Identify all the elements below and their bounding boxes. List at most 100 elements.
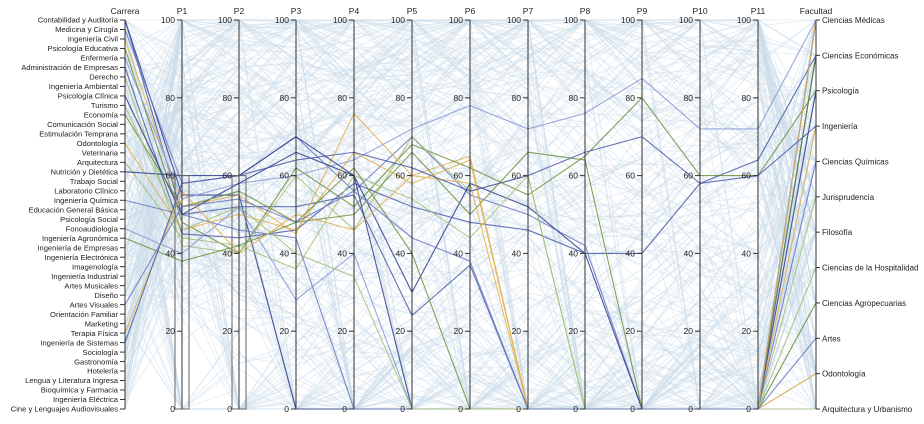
category-label: Educación General Básica [29,205,119,214]
tick-label: 100 [218,15,232,25]
tick-label: 80 [338,93,348,103]
tick-label: 60 [626,171,636,181]
tick-label: 60 [166,171,176,181]
brush-extent[interactable] [231,175,247,410]
axis-title: P3 [291,6,302,16]
axis-p6[interactable]: P6 0 20 40 60 80 100 [449,6,476,414]
tick-label: 60 [512,171,522,181]
brush-extent[interactable] [174,175,190,410]
axis-p1[interactable]: P1 0 20 40 60 80 100 [161,6,190,414]
axis-p9[interactable]: P9 0 20 40 60 80 100 [621,6,648,414]
axis-p2[interactable]: P2 0 20 40 60 80 100 [218,6,247,414]
category-label: Arquitectura y Urbanismo [822,405,913,414]
category-label: Administración de Empresas [21,63,118,72]
tick-label: 0 [342,404,347,414]
tick-label: 100 [275,15,289,25]
category-label: Ingeniería Industrial [51,272,118,281]
category-label: Psicología Clínica [58,92,119,101]
category-label: Arquitectura [77,158,119,167]
category-label: Enfermería [80,54,118,63]
axis-p3[interactable]: P3 0 20 40 60 80 100 [275,6,302,414]
category-label: Ingeniería Eléctrica [53,395,119,404]
tick-label: 20 [166,326,176,336]
axis-title: P2 [234,6,245,16]
tick-label: 60 [454,171,464,181]
tick-label: 40 [742,248,752,258]
tick-label: 60 [684,171,694,181]
category-label: Ciencias de la Hospitalidad [822,264,919,273]
tick-label: 80 [396,93,406,103]
tick-label: 40 [454,248,464,258]
category-label: Ingeniería Agronómica [42,234,119,243]
tick-label: 0 [573,404,578,414]
axis-p7[interactable]: P7 0 20 40 60 80 100 [507,6,534,414]
axis-p5[interactable]: P5 0 20 40 60 80 100 [391,6,418,414]
tick-label: 100 [507,15,521,25]
category-label: Derecho [89,73,118,82]
category-label: Hotelería [87,367,119,376]
tick-label: 80 [280,93,290,103]
tick-label: 0 [227,404,232,414]
category-label: Imagenología [72,262,119,271]
tick-label: 40 [626,248,636,258]
tick-label: 20 [454,326,464,336]
axis-title: P11 [751,6,766,16]
category-label: Cine y Lenguajes Audiovisuales [11,405,118,414]
category-label: Diseño [94,291,118,300]
category-label: Medicina y Cirugía [55,25,119,34]
axis-title: P10 [692,6,707,16]
tick-label: 80 [626,93,636,103]
tick-label: 80 [684,93,694,103]
tick-label: 100 [737,15,751,25]
axis-p8[interactable]: P8 0 20 40 60 80 100 [564,6,591,414]
category-label: Psicología [822,87,859,96]
axis-p4[interactable]: P4 0 20 40 60 80 100 [333,6,360,414]
tick-label: 100 [333,15,347,25]
tick-label: 0 [688,404,693,414]
tick-label: 60 [223,171,233,181]
axis-title: P1 [177,6,188,16]
tick-label: 60 [280,171,290,181]
category-label: Ingeniería Electrónica [45,253,119,262]
category-label: Artes Visuales [70,300,119,309]
tick-label: 100 [449,15,463,25]
category-label: Ingeniería Química [54,196,119,205]
axis-title: Facultad [800,6,833,16]
tick-label: 40 [396,248,406,258]
tick-label: 0 [400,404,405,414]
axis-p10[interactable]: P10 0 20 40 60 80 100 [679,6,708,414]
category-label: Odontología [822,370,866,379]
category-label: Estimulación Temprana [39,130,119,139]
category-label: Nutrición y Dietética [50,168,118,177]
tick-label: 80 [512,93,522,103]
category-label: Ciencias Agropecuarias [822,299,906,308]
category-label: Psicología Educativa [48,44,119,53]
tick-label: 100 [161,15,175,25]
tick-label: 40 [512,248,522,258]
tick-label: 20 [396,326,406,336]
axis-title: Carrera [111,6,140,16]
tick-label: 100 [621,15,635,25]
category-label: Lengua y Literatura Ingresa [25,376,119,385]
category-label: Comunicación Social [47,120,118,129]
tick-label: 20 [569,326,579,336]
category-label: Ingeniería Ambiental [49,82,119,91]
tick-label: 0 [630,404,635,414]
category-label: Orientación Familiar [50,310,118,319]
category-label: Odontología [77,139,119,148]
axis-title: P6 [465,6,476,16]
category-label: Artes Musicales [64,281,118,290]
category-label: Veterinaria [82,149,119,158]
tick-label: 60 [338,171,348,181]
tick-label: 0 [746,404,751,414]
axis-title: P9 [637,6,648,16]
category-label: Ingeniería de Sistemas [40,338,118,347]
tick-label: 20 [626,326,636,336]
axis-title: P8 [580,6,591,16]
tick-label: 20 [280,326,290,336]
axis-p11[interactable]: P11 0 20 40 60 80 100 [737,6,766,414]
tick-label: 80 [223,93,233,103]
